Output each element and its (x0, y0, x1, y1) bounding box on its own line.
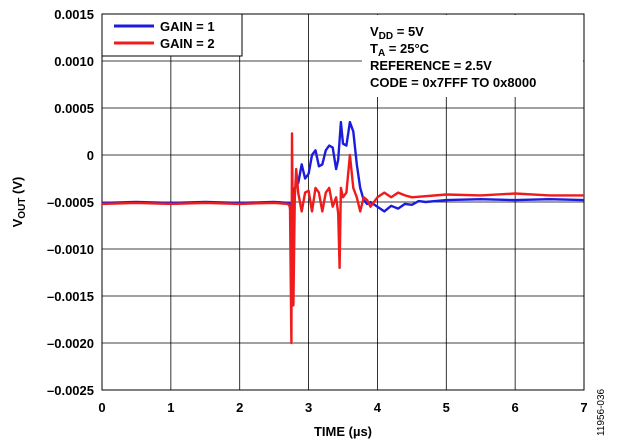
x-tick-label: 5 (443, 400, 450, 415)
series-line-gain-1 (101, 120, 585, 293)
series-lines (101, 120, 585, 345)
conditions-annotation: VDD = 5V TA = 25°C REFERENCE = 2.5V CODE… (362, 15, 583, 97)
x-tick-label: 6 (512, 400, 519, 415)
y-tick-label: 0.0005 (54, 101, 94, 116)
y-axis-title-main: V (10, 218, 25, 227)
y-axis-title-sub: OUT (17, 198, 28, 219)
x-tick-label: 0 (98, 400, 105, 415)
note-ta: TA = 25°C (370, 41, 430, 59)
y-tick-label: 0 (87, 148, 94, 163)
x-tick-label: 7 (580, 400, 587, 415)
note-code: CODE = 0x7FFF TO 0x8000 (370, 75, 536, 90)
note-vdd: VDD = 5V (370, 24, 424, 42)
x-tick-label: 2 (236, 400, 243, 415)
legend-label-gain-2: GAIN = 2 (160, 36, 215, 51)
conditions-box (362, 15, 583, 97)
x-tick-label: 1 (167, 400, 174, 415)
y-tick-label: –0.0015 (47, 289, 94, 304)
x-tick-labels: 0 1 2 3 4 5 6 7 (98, 400, 587, 415)
x-axis-title: TIME (µs) (314, 424, 372, 439)
y-tick-labels: 0.0015 0.0010 0.0005 0 –0.0005 –0.0010 –0.0015… (47, 7, 94, 398)
y-tick-label: –0.0010 (47, 242, 94, 257)
x-tick-label: 3 (305, 400, 312, 415)
legend: GAIN = 1 GAIN = 2 (101, 13, 243, 57)
y-axis-title-unit: (V) (10, 177, 25, 198)
note-reference: REFERENCE = 2.5V (370, 58, 492, 73)
series-line-gain-2 (101, 132, 584, 345)
figure-id: 11956-036 (596, 388, 607, 436)
legend-label-gain-1: GAIN = 1 (160, 19, 215, 34)
y-tick-label: –0.0020 (47, 336, 94, 351)
y-tick-label: –0.0025 (47, 383, 94, 398)
y-tick-label: –0.0005 (47, 195, 94, 210)
x-tick-label: 4 (374, 400, 382, 415)
legend-box (101, 13, 243, 57)
y-axis-title: VOUT (V) (10, 177, 28, 228)
y-tick-label: 0.0015 (54, 7, 94, 22)
y-tick-label: 0.0010 (54, 54, 94, 69)
